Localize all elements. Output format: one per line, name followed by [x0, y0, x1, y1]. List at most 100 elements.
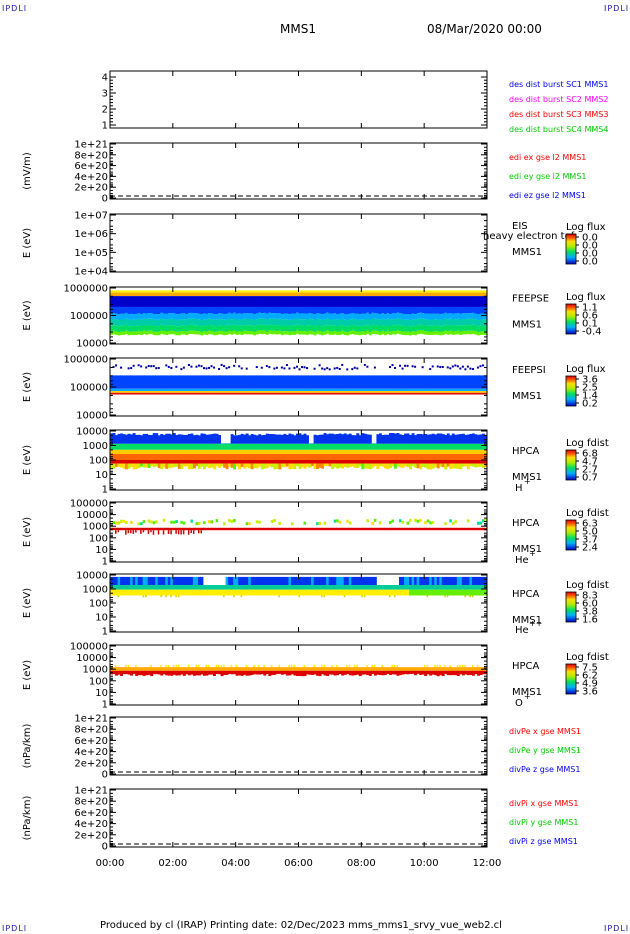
spectrogram-cell	[140, 392, 144, 395]
spectrogram-cell	[484, 331, 488, 336]
panel-eis-ytick-label: 1e+05	[74, 248, 108, 259]
spectrogram-cell	[454, 520, 457, 524]
spectrogram-cell	[449, 318, 453, 325]
spectrogram-cell	[225, 576, 229, 586]
spectrogram-cell	[200, 314, 204, 321]
spectrogram-cell	[238, 306, 242, 314]
spectrogram-cell	[356, 306, 360, 314]
spectrogram-cell	[295, 375, 299, 389]
spectrogram-cell	[215, 375, 219, 389]
spectrogram-cell	[120, 585, 123, 590]
spectrogram-cell	[122, 576, 126, 586]
panel-divpi-legend-3: divPi z gse MMS1	[509, 837, 578, 846]
spectrogram-cell	[326, 312, 330, 319]
spectrogram-cell	[353, 463, 357, 468]
spectrogram-cell	[444, 576, 448, 586]
spectrogram-cell	[394, 449, 397, 454]
spectrogram-cell	[424, 290, 428, 293]
spectrogram-cell	[273, 443, 277, 450]
spectrogram-cell	[373, 318, 377, 326]
spectrogram-cell	[476, 585, 480, 590]
spectrogram-cell	[125, 521, 128, 525]
spectrogram-cell	[343, 325, 347, 332]
spectrogram-cell	[177, 664, 180, 668]
spectrogram-cell	[338, 331, 342, 335]
spectrogram-cell	[270, 443, 274, 450]
spectrogram-cell	[424, 392, 428, 395]
spectrogram-cell	[175, 331, 179, 336]
spectrogram-cell	[210, 319, 214, 326]
spectrogram-cell	[471, 312, 475, 319]
spectrogram-cell	[481, 375, 485, 389]
spectrogram-cell	[142, 595, 145, 598]
spectrogram-cell	[318, 443, 322, 450]
spectrogram-cell	[157, 319, 161, 327]
spectrogram-cell	[331, 443, 335, 450]
spectrogram-cell	[481, 576, 485, 586]
spectrogram-cell	[248, 435, 252, 444]
spectrogram-cell	[273, 306, 277, 314]
spectrogram-cell	[180, 520, 183, 524]
spectrogram-cell	[368, 388, 372, 392]
spectrogram-cell	[275, 585, 279, 590]
spectrogram-cell	[343, 319, 347, 326]
spectrogram-cell	[461, 449, 465, 454]
spectrogram-cell	[215, 296, 219, 307]
spectrogram-cell	[187, 292, 191, 297]
spectrogram-cell	[388, 366, 391, 369]
spectrogram-cell	[162, 331, 166, 335]
spectrogram-cell	[182, 292, 186, 297]
spectrogram-cell	[441, 589, 445, 596]
spectrogram-cell	[404, 589, 407, 596]
spectrogram-cell	[122, 325, 126, 332]
spectrogram-cell	[406, 392, 410, 395]
spectrogram-cell	[399, 388, 402, 392]
spectrogram-cell	[414, 391, 418, 393]
spectrogram-cell	[270, 576, 274, 586]
spectrogram-cell	[481, 325, 485, 332]
spectrogram-cell	[245, 367, 248, 370]
spectrogram-cell	[293, 290, 297, 293]
spectrogram-cell	[316, 292, 320, 297]
spectrogram-cell	[155, 460, 159, 464]
panel-feepse-colorbar-tick-label: 1.1	[582, 303, 598, 314]
spectrogram-cell	[429, 296, 433, 307]
spectrogram-cell	[180, 319, 184, 326]
spectrogram-cell	[278, 392, 282, 395]
spectrogram-cell	[459, 367, 462, 370]
spectrogram-cell	[215, 460, 219, 464]
spectrogram-cell	[110, 292, 113, 297]
spectrogram-cell	[406, 585, 410, 590]
spectrogram-cell	[371, 664, 373, 668]
spectrogram-cell	[275, 325, 279, 332]
spectrogram-cell	[346, 449, 350, 454]
spectrogram-cell	[208, 388, 211, 392]
spectrogram-cell	[464, 463, 468, 467]
spectrogram-cell	[404, 433, 407, 444]
spectrogram-cell	[127, 314, 131, 320]
spectrogram-cell	[117, 576, 121, 586]
spectrogram-cell	[336, 443, 340, 450]
spectrogram-cell	[192, 454, 196, 460]
spectrogram-cell	[399, 364, 402, 367]
spectrogram-cell	[190, 330, 194, 335]
spectrogram-cell	[177, 589, 181, 596]
spectrogram-cell	[132, 443, 136, 450]
spectrogram-cell	[411, 463, 415, 467]
spectrogram-cell	[233, 435, 237, 444]
spectrogram-cell	[175, 520, 178, 524]
spectrogram-cell	[278, 521, 281, 525]
spectrogram-cell	[464, 589, 468, 596]
spectrogram-cell	[456, 443, 460, 450]
panel-hpca_he-colorbar	[565, 519, 577, 551]
panel-divpe-ytick-label: 8e+20	[74, 725, 108, 736]
spectrogram-cell	[431, 454, 435, 460]
spectrogram-cell	[225, 319, 229, 326]
spectrogram-cell	[361, 391, 365, 393]
spectrogram-cell	[190, 392, 194, 395]
spectrogram-cell	[346, 667, 350, 671]
spectrogram-cell	[127, 331, 131, 336]
spectrogram-cell	[479, 434, 483, 444]
spectrogram-cell	[135, 585, 139, 590]
spectrogram-cell	[137, 585, 141, 590]
